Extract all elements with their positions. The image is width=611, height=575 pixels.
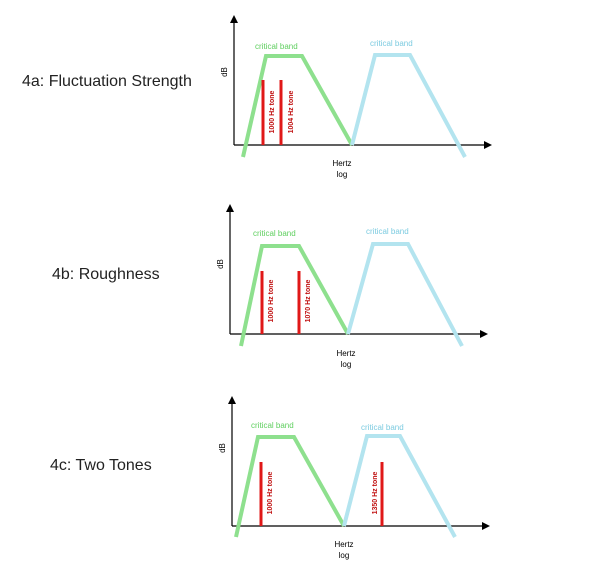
panel-b-x-label-hertz: Hertz (336, 349, 355, 358)
panel-a-title: 4a: Fluctuation Strength (22, 73, 192, 90)
panel-a-tone-2-label: 1004 Hz tone (288, 90, 295, 133)
panel-c-critical-band-2-label: critical band (361, 423, 404, 432)
panel-c-critical-band-1 (234, 435, 346, 538)
panel-a-critical-band-1-label: critical band (255, 42, 298, 51)
panel-a-critical-band-1 (241, 54, 354, 158)
panel-a-critical-band-2-label: critical band (370, 39, 413, 48)
panel-a-tone-1-label: 1000 Hz tone (269, 90, 276, 133)
panel-c-y-label: dB (218, 443, 227, 453)
panel-b-critical-band-2 (346, 242, 464, 347)
panel-c: dB critical band critical band 1000 Hz t… (218, 396, 490, 560)
panel-b-y-label: dB (216, 259, 225, 269)
panel-c-title: 4c: Two Tones (50, 457, 152, 474)
panel-a-y-label: dB (220, 67, 229, 77)
panel-c-tone-2-label: 1350 Hz tone (372, 471, 379, 514)
panel-c-critical-band-1-label: critical band (251, 421, 294, 430)
panel-c-critical-band-2 (342, 434, 457, 538)
panel-c-x-label-log: log (339, 551, 350, 560)
panel-b-tone-2-label: 1070 Hz tone (305, 279, 312, 322)
panel-b-tone-1-label: 1000 Hz tone (268, 279, 275, 322)
panel-b-title: 4b: Roughness (52, 266, 160, 283)
panel-b-critical-band-2-label: critical band (366, 227, 409, 236)
panel-a: dB critical band critical band 1000 Hz t… (220, 15, 492, 179)
panel-a-x-label-log: log (337, 170, 348, 179)
panel-b: dB critical band critical band 1000 Hz t… (216, 204, 488, 369)
panel-b-critical-band-1-label: critical band (253, 229, 296, 238)
panel-c-x-label-hertz: Hertz (334, 540, 353, 549)
panel-c-tone-1-label: 1000 Hz tone (267, 471, 274, 514)
panel-b-critical-band-1 (239, 244, 350, 347)
panel-a-x-label-hertz: Hertz (332, 159, 351, 168)
panel-a-critical-band-2 (350, 53, 467, 158)
panel-b-x-label-log: log (341, 360, 352, 369)
